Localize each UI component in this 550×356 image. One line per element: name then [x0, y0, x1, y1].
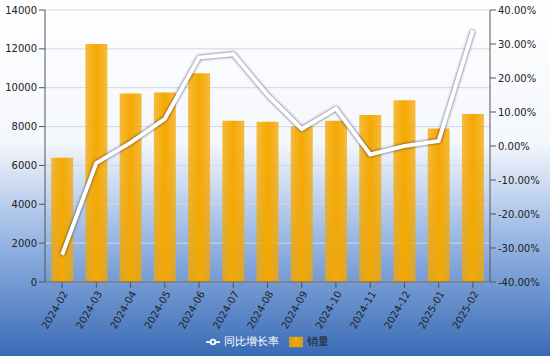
svg-text:2024-08: 2024-08 — [245, 289, 275, 331]
svg-text:6000: 6000 — [12, 160, 37, 171]
svg-text:0: 0 — [31, 277, 37, 288]
svg-text:0.00%: 0.00% — [498, 141, 530, 152]
svg-text:2025-02: 2025-02 — [450, 289, 480, 331]
svg-text:2024-03: 2024-03 — [74, 289, 104, 331]
svg-text:8000: 8000 — [12, 121, 37, 132]
svg-text:2024-04: 2024-04 — [108, 289, 138, 331]
svg-text:14000: 14000 — [5, 5, 37, 16]
svg-text:-20.00%: -20.00% — [498, 209, 540, 220]
svg-text:12000: 12000 — [5, 43, 37, 54]
svg-text:2024-11: 2024-11 — [348, 289, 378, 331]
svg-text:2025-01: 2025-01 — [416, 289, 446, 331]
svg-text:30.00%: 30.00% — [498, 39, 536, 50]
html-text:销量: 销量 — [307, 335, 329, 348]
svg-text:-30.00%: -30.00% — [498, 243, 540, 254]
svg-text:40.00%: 40.00% — [498, 5, 536, 16]
html-text:同比增长率: 同比增长率 — [224, 335, 279, 348]
svg-text:-10.00%: -10.00% — [498, 175, 540, 186]
svg-text:2024-05: 2024-05 — [142, 289, 172, 331]
svg-text:2024-07: 2024-07 — [211, 289, 241, 331]
svg-text:4000: 4000 — [12, 199, 37, 210]
svg-text:10.00%: 10.00% — [498, 107, 536, 118]
svg-text:2024-10: 2024-10 — [313, 289, 343, 331]
svg-text:-40.00%: -40.00% — [498, 277, 540, 288]
svg-text:2024-06: 2024-06 — [176, 289, 206, 331]
svg-text:10000: 10000 — [5, 82, 37, 93]
svg-text:2024-02: 2024-02 — [40, 289, 70, 331]
svg-text:2000: 2000 — [12, 238, 37, 249]
svg-text:20.00%: 20.00% — [498, 73, 536, 84]
svg-text:2024-12: 2024-12 — [382, 289, 412, 331]
svg-text:2024-09: 2024-09 — [279, 289, 309, 331]
